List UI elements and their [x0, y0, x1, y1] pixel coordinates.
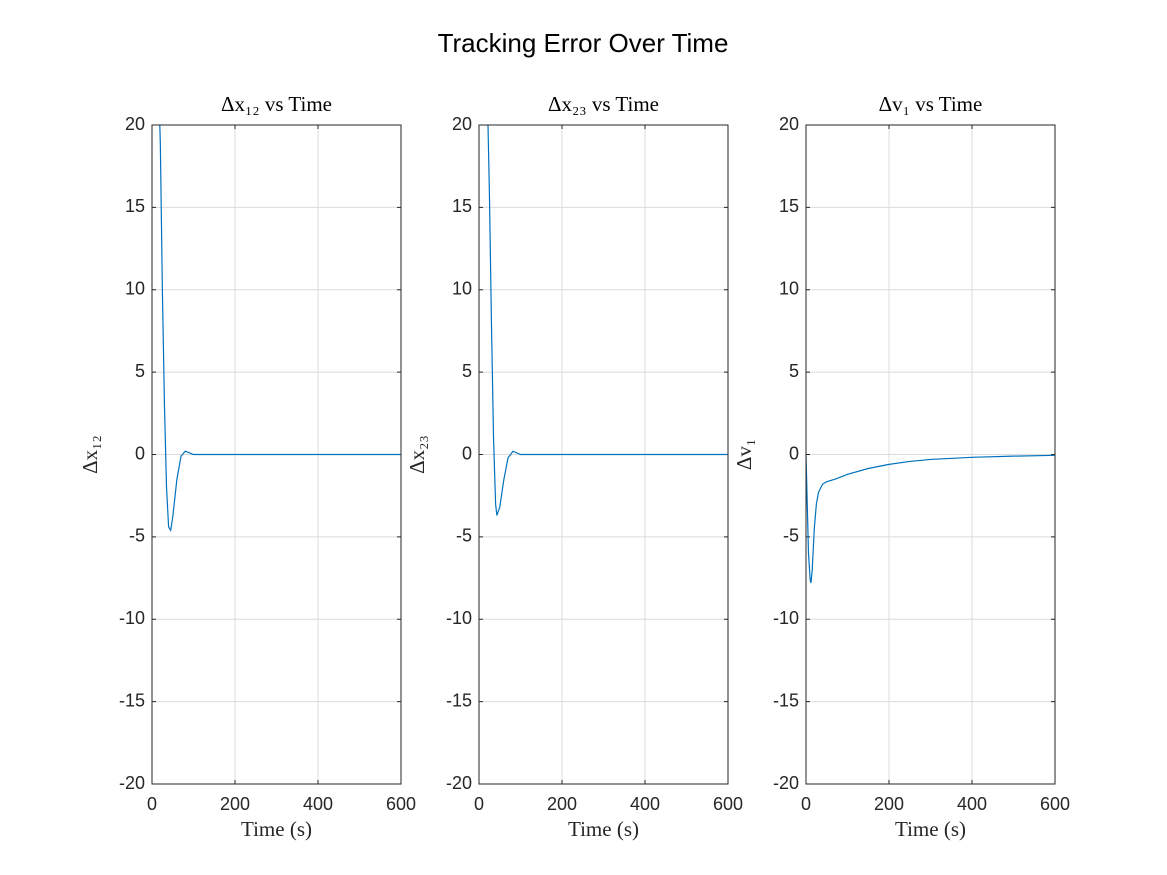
- y-tick-label: 0: [789, 443, 799, 463]
- x-tick-label: 200: [874, 794, 904, 814]
- y-tick-label: 15: [779, 196, 799, 216]
- x-tick-label: 0: [801, 794, 811, 814]
- y-tick-label: 20: [125, 114, 145, 134]
- y-tick-label: 10: [452, 279, 472, 299]
- y-tick-label: 5: [462, 361, 472, 381]
- y-tick-label: -5: [456, 526, 472, 546]
- x-tick-label: 0: [147, 794, 157, 814]
- x-tick-label: 400: [303, 794, 333, 814]
- x-axis-label: Time (s): [895, 817, 966, 841]
- y-tick-label: 0: [462, 443, 472, 463]
- axes-box: [478, 124, 729, 785]
- y-tick-label: -5: [129, 526, 145, 546]
- x-tick-label: 400: [957, 794, 987, 814]
- plot-area: [487, 125, 728, 516]
- y-tick-label: 20: [779, 114, 799, 134]
- data-line: [806, 454, 1055, 584]
- y-tick-label: -10: [119, 608, 145, 628]
- y-tick-label: -10: [773, 608, 799, 628]
- axes-box: [805, 124, 1056, 785]
- x-tick-label: 400: [630, 794, 660, 814]
- x-tick-label: 600: [386, 794, 416, 814]
- plot-area: [159, 125, 401, 532]
- y-tick-label: 15: [125, 196, 145, 216]
- y-tick-label: -10: [446, 608, 472, 628]
- data-line: [487, 125, 728, 516]
- subplot-title: Δx₁₂ vs Time: [221, 92, 332, 116]
- y-axis-label: Δx₁₂: [78, 435, 102, 474]
- x-tick-label: 600: [1040, 794, 1070, 814]
- subplot-title: Δv₁ vs Time: [879, 92, 983, 116]
- data-line: [159, 125, 401, 532]
- y-tick-label: -15: [119, 690, 145, 710]
- y-tick-label: 10: [779, 279, 799, 299]
- x-tick-label: 200: [547, 794, 577, 814]
- figure-title: Tracking Error Over Time: [438, 28, 729, 58]
- x-tick-label: 200: [220, 794, 250, 814]
- x-tick-label: 600: [713, 794, 743, 814]
- y-tick-label: 5: [135, 361, 145, 381]
- y-axis-label: Δv₁: [732, 439, 756, 470]
- y-tick-label: -15: [773, 690, 799, 710]
- y-tick-label: 20: [452, 114, 472, 134]
- x-axis-label: Time (s): [241, 817, 312, 841]
- y-tick-label: 15: [452, 196, 472, 216]
- y-tick-label: -15: [446, 690, 472, 710]
- y-tick-label: -20: [119, 773, 145, 793]
- y-tick-label: 5: [789, 361, 799, 381]
- y-tick-label: -20: [446, 773, 472, 793]
- y-tick-label: -20: [773, 773, 799, 793]
- x-axis-label: Time (s): [568, 817, 639, 841]
- plot-area: [806, 454, 1055, 584]
- axes-box: [151, 124, 402, 785]
- subplot-title: Δx₂₃ vs Time: [548, 92, 659, 116]
- y-axis-label: Δx₂₃: [405, 435, 429, 474]
- y-tick-label: -5: [783, 526, 799, 546]
- x-tick-label: 0: [474, 794, 484, 814]
- y-tick-label: 0: [135, 443, 145, 463]
- y-tick-label: 10: [125, 279, 145, 299]
